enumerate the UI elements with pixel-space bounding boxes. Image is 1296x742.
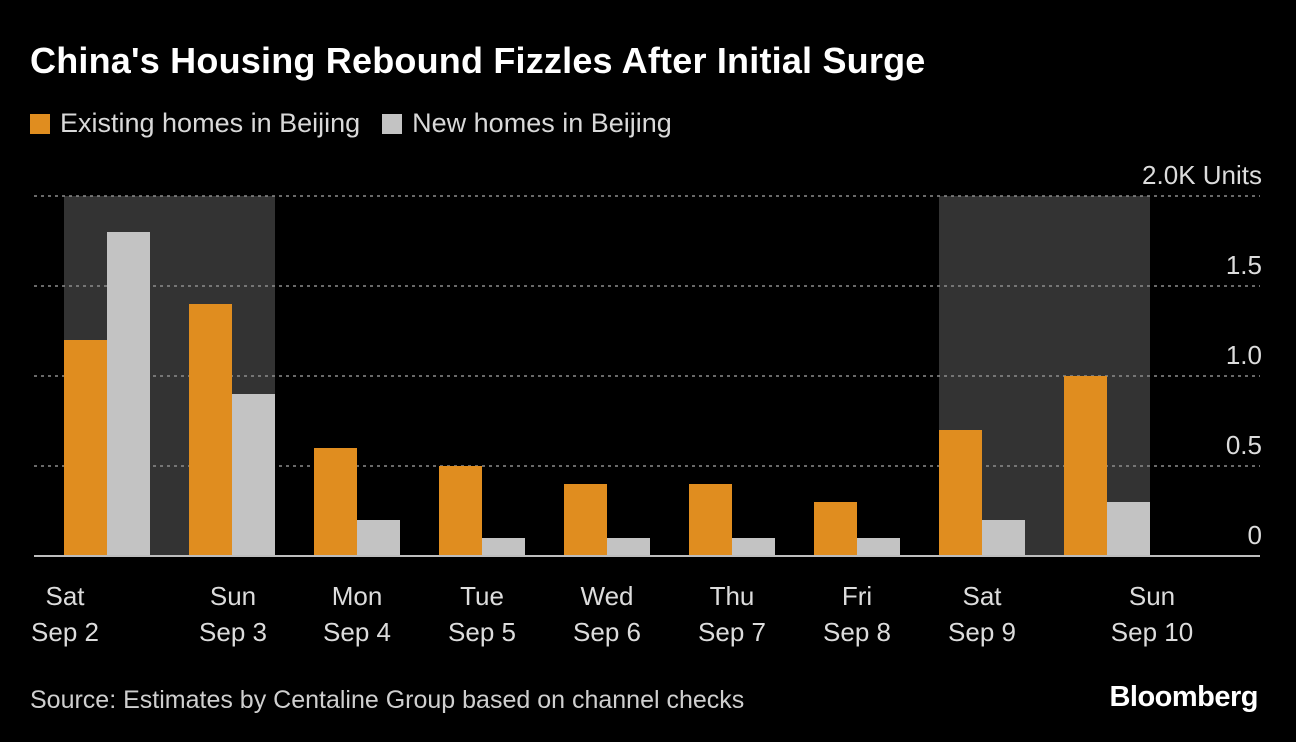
bar-s1-1 bbox=[232, 394, 275, 556]
bar-s1-2 bbox=[357, 520, 400, 556]
legend-swatch-new bbox=[382, 113, 403, 134]
legend-item-existing: Existing homes in Beijing bbox=[30, 108, 360, 139]
bar-s0-7 bbox=[939, 430, 982, 556]
bar-s1-5 bbox=[732, 538, 775, 556]
y-tick-label-3: 1.5 bbox=[1226, 250, 1262, 280]
legend-item-new: New homes in Beijing bbox=[382, 108, 672, 139]
y-tick-label-2: 1.0 bbox=[1226, 340, 1262, 370]
bar-s0-8 bbox=[1064, 376, 1107, 556]
bar-s1-6 bbox=[857, 538, 900, 556]
bar-s0-0 bbox=[64, 340, 107, 556]
x-tick-label-date-7: Sep 9 bbox=[948, 617, 1016, 647]
bar-s0-2 bbox=[314, 448, 357, 556]
x-tick-label-date-8: Sep 10 bbox=[1111, 617, 1193, 647]
y-tick-label-4: 2.0K Units bbox=[1142, 160, 1262, 190]
bar-s1-4 bbox=[607, 538, 650, 556]
x-tick-label-day-4: Wed bbox=[581, 581, 634, 611]
bar-s1-7 bbox=[982, 520, 1025, 556]
x-tick-label-day-8: Sun bbox=[1129, 581, 1175, 611]
x-tick-label-day-2: Mon bbox=[332, 581, 383, 611]
x-tick-label-date-1: Sep 3 bbox=[199, 617, 267, 647]
legend-label-new: New homes in Beijing bbox=[412, 108, 672, 138]
bar-s0-4 bbox=[564, 484, 607, 556]
bar-s0-5 bbox=[689, 484, 732, 556]
x-tick-label-date-4: Sep 6 bbox=[573, 617, 641, 647]
legend-label-existing: Existing homes in Beijing bbox=[60, 108, 361, 138]
x-tick-label-day-6: Fri bbox=[842, 581, 872, 611]
x-tick-label-day-1: Sun bbox=[210, 581, 256, 611]
x-tick-label-date-0: Sep 2 bbox=[31, 617, 99, 647]
bar-s0-3 bbox=[439, 466, 482, 556]
bar-s0-6 bbox=[814, 502, 857, 556]
source-note: Source: Estimates by Centaline Group bas… bbox=[30, 686, 745, 714]
legend-swatch-existing bbox=[30, 113, 50, 134]
bloomberg-logo: Bloomberg bbox=[1109, 681, 1258, 713]
y-tick-label-0: 0 bbox=[1248, 520, 1262, 550]
x-tick-label-day-3: Tue bbox=[460, 581, 504, 611]
chart-title: China's Housing Rebound Fizzles After In… bbox=[30, 40, 926, 81]
bar-s1-0 bbox=[107, 232, 150, 556]
x-tick-label-day-5: Thu bbox=[710, 581, 755, 611]
y-tick-label-1: 0.5 bbox=[1226, 430, 1262, 460]
x-tick-label-date-6: Sep 8 bbox=[823, 617, 891, 647]
bar-s1-8 bbox=[1107, 502, 1150, 556]
x-tick-label-day-0: Sat bbox=[45, 581, 85, 611]
x-tick-label-date-5: Sep 7 bbox=[698, 617, 766, 647]
bar-s1-3 bbox=[482, 538, 525, 556]
x-tick-label-day-7: Sat bbox=[962, 581, 1002, 611]
x-tick-label-date-2: Sep 4 bbox=[323, 617, 391, 647]
bar-s0-1 bbox=[189, 304, 232, 556]
x-tick-label-date-3: Sep 5 bbox=[448, 617, 516, 647]
legend: Existing homes in Beijing New homes in B… bbox=[30, 108, 694, 139]
